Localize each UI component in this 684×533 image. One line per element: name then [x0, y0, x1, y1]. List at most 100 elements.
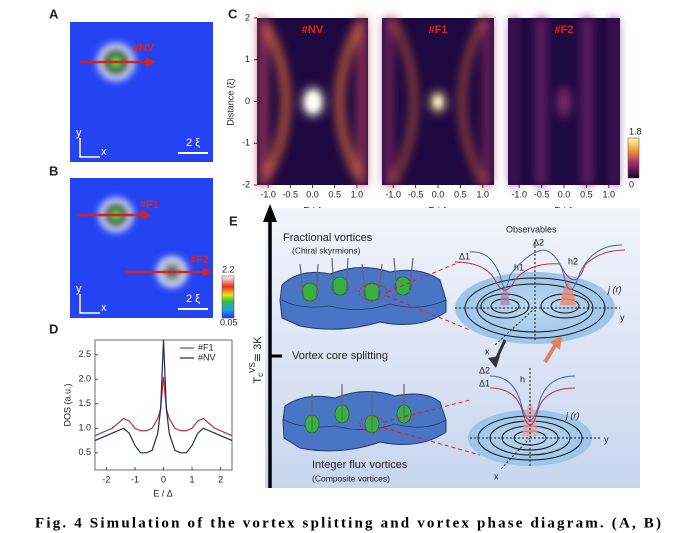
- x-tick-label: 0.0: [432, 189, 445, 199]
- x-tick-label: 1.0: [477, 189, 490, 199]
- text: Δ1: [479, 378, 490, 388]
- panel-label: A: [49, 6, 59, 21]
- axes-icon: [79, 138, 100, 158]
- y-tick-label: 1.5: [78, 398, 91, 408]
- line: [94, 339, 233, 454]
- map-c1: [257, 16, 368, 187]
- text: (Chiral skyrmions): [292, 245, 361, 255]
- colorbar-max: 2.2: [222, 264, 235, 274]
- text: Δ1: [459, 251, 470, 261]
- y-tick-label: 2.0: [78, 374, 91, 384]
- axis-x: x: [101, 302, 107, 314]
- legend-label: #NV: [198, 352, 216, 362]
- text: Observables: [506, 224, 557, 234]
- text: Fractional vortices: [283, 232, 373, 244]
- tag: #F1: [140, 199, 159, 211]
- sample-lower: [282, 384, 481, 456]
- y-axis-label: DOS (a.u.): [62, 383, 72, 426]
- tag: #F2: [190, 254, 209, 266]
- colorbar-max: 1.8: [629, 126, 642, 136]
- sample-upper: [279, 257, 471, 331]
- x-tick-label: 0: [161, 474, 166, 484]
- text: h: [520, 374, 525, 384]
- tag: #NV: [133, 42, 155, 54]
- x-tick-label: 0.0: [306, 189, 319, 199]
- axis-y: y: [76, 127, 82, 139]
- map-c2: [382, 16, 494, 187]
- x-tick-label: 1.0: [351, 189, 364, 199]
- x-tick-label: -1: [131, 474, 139, 484]
- x-tick-label: 0.5: [580, 189, 593, 199]
- panel-label: B: [49, 163, 58, 178]
- y-tick-label: 2: [245, 12, 250, 22]
- arrowhead: [550, 336, 562, 350]
- text: Δ2: [479, 365, 490, 375]
- x-tick-label: -1.0: [511, 189, 527, 199]
- text: h2: [568, 256, 578, 266]
- x-tick-label: -2: [102, 474, 110, 484]
- x-tick-label: 0.5: [328, 189, 341, 199]
- x-tick-label: -1.0: [260, 189, 276, 199]
- line: [94, 376, 233, 437]
- observables-lower: [468, 368, 602, 471]
- x-tick-label: -0.5: [408, 189, 424, 199]
- map-tag: #F1: [429, 24, 448, 36]
- tc-value: ≅ 3K: [252, 336, 264, 362]
- map-b: [70, 178, 213, 318]
- x-tick-label: -0.5: [534, 189, 550, 199]
- map-c3: [508, 18, 620, 185]
- map-tag: #F2: [555, 24, 574, 36]
- tc: T: [252, 377, 264, 384]
- text: x: [494, 471, 499, 481]
- text: j (r): [607, 284, 622, 294]
- colorbar: [627, 137, 640, 179]
- x-tick-label: -1.0: [385, 189, 401, 199]
- x-tick-label: 1.0: [603, 189, 616, 199]
- y-axis-label: Distance (ξ): [225, 78, 235, 126]
- arrowhead: [488, 356, 500, 368]
- text: h1: [514, 262, 524, 272]
- y-tick-label: 1.0: [78, 423, 91, 433]
- panel-label: C: [228, 6, 238, 21]
- colorbar-min: 0.05: [220, 317, 238, 327]
- map-tag: #NV: [302, 24, 324, 36]
- x-tick-label: 0.0: [558, 189, 571, 199]
- colorbar-min: 0: [629, 179, 634, 189]
- tc-sup: VS: [248, 362, 257, 373]
- arrowhead: [146, 57, 155, 67]
- y-tick-label: -2: [242, 179, 250, 189]
- arrowhead: [203, 267, 212, 277]
- observables-upper: [454, 242, 626, 346]
- x-tick-label: 2: [218, 474, 223, 484]
- y-tick-label: 0.5: [78, 447, 91, 457]
- text: x: [485, 346, 490, 356]
- panel-label: D: [49, 321, 58, 336]
- text: Integer flux vortices: [312, 459, 408, 471]
- text: j (r): [565, 410, 580, 420]
- axes-icon: [79, 294, 100, 314]
- caption: Fig. 4 Simulation of the vortex splittin…: [35, 515, 661, 531]
- axis-y: y: [76, 283, 82, 295]
- text: y: [620, 312, 625, 322]
- scale-label: 2 ξ: [186, 137, 200, 149]
- arrow: [543, 342, 558, 364]
- x-axis-label: E / Δ: [153, 488, 173, 498]
- legend-label: #F1: [198, 342, 214, 352]
- x-tick-label: -0.5: [283, 189, 299, 199]
- y-tick-label: 1: [245, 54, 250, 64]
- axis-x: x: [101, 146, 107, 158]
- y-tick-label: 2.5: [78, 349, 91, 359]
- x-tick-label: 1: [190, 474, 195, 484]
- arrowhead: [142, 210, 151, 220]
- arrowhead: [263, 204, 277, 222]
- colorbar: [221, 275, 235, 319]
- text: y: [604, 434, 609, 444]
- scale-label: 2 ξ: [186, 293, 200, 305]
- text: (Composite vortices): [312, 473, 390, 483]
- y-tick-label: 0: [245, 96, 250, 106]
- x-tick-label: 0.5: [454, 189, 467, 199]
- text: Δ2: [533, 237, 544, 247]
- y-tick-label: -1: [242, 138, 250, 148]
- tc-sub: c: [256, 373, 265, 377]
